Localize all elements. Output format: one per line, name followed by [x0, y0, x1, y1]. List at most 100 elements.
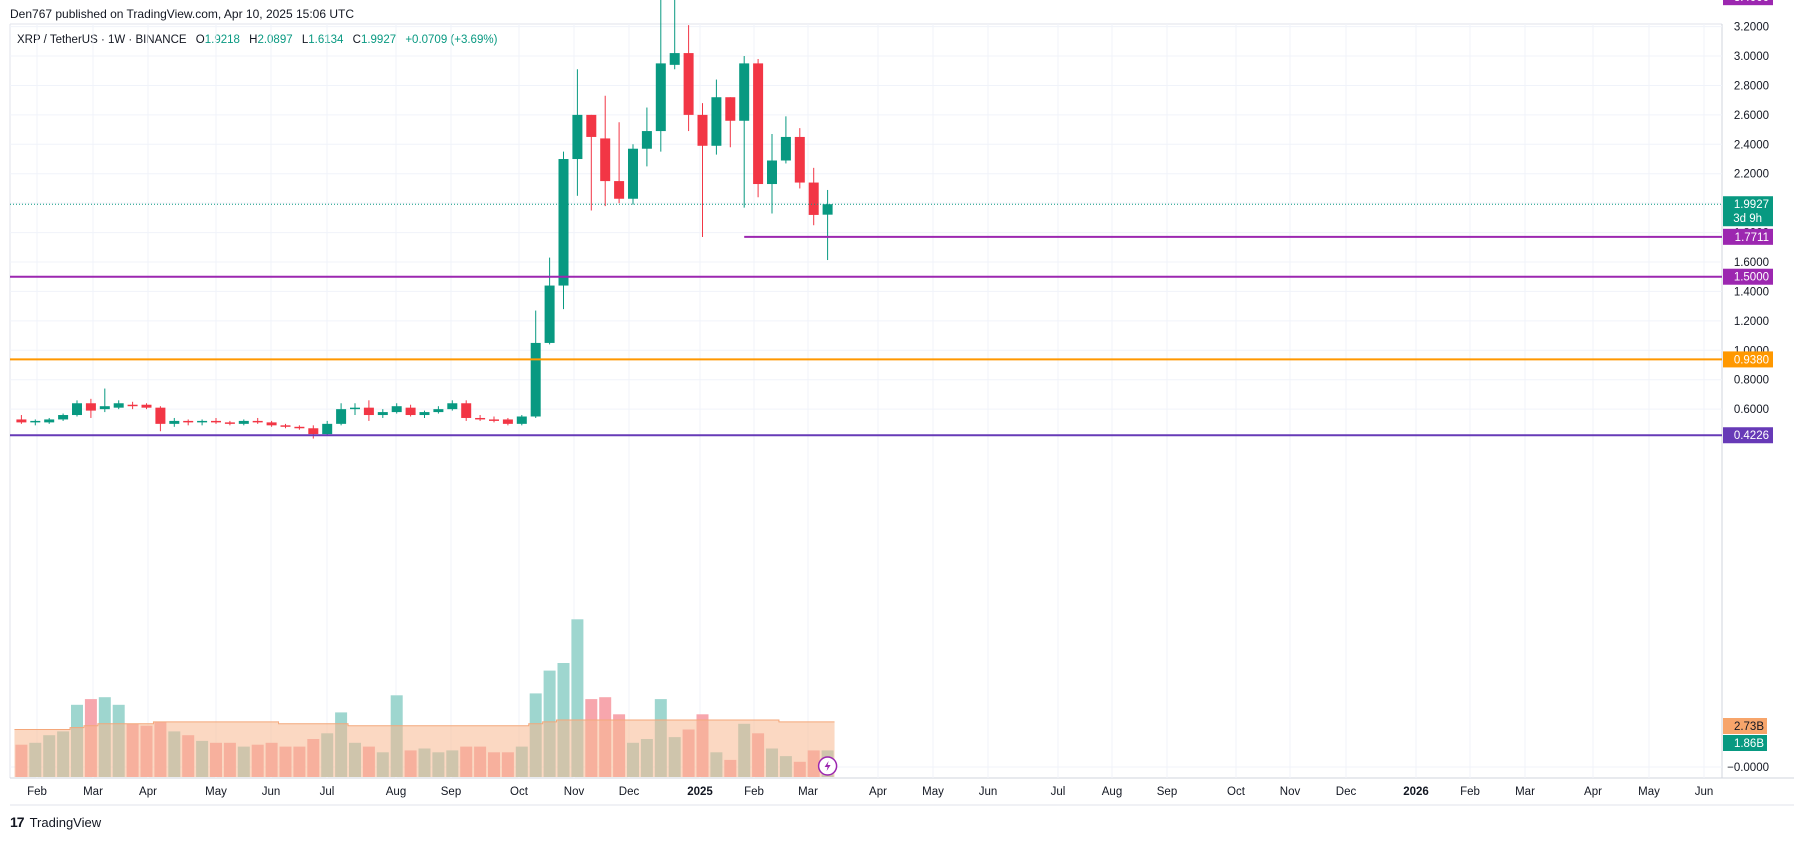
- time-tick-label: Aug: [1102, 786, 1122, 798]
- candle-body: [280, 425, 291, 427]
- candle-body: [44, 419, 55, 423]
- time-tick-label: Sep: [441, 786, 461, 798]
- candle-body: [516, 416, 527, 424]
- candle-body: [711, 97, 722, 146]
- candle-body: [655, 63, 666, 132]
- candle-body: [433, 409, 444, 413]
- price-tick-label: 1.6000: [1734, 257, 1769, 269]
- candle-body: [183, 420, 194, 423]
- candle-body: [72, 403, 82, 416]
- last-price-tag: [1723, 196, 1773, 227]
- candle-body: [30, 420, 41, 423]
- candle-body: [127, 404, 138, 407]
- candle-body: [530, 342, 541, 417]
- close-value: 1.9927: [360, 34, 397, 46]
- price-axis: 4.40004.20004.00003.80003.60003.40003.20…: [1727, 0, 1769, 774]
- price-tick-label: 3.2000: [1734, 22, 1769, 34]
- time-tick-label: Aug: [386, 786, 406, 798]
- time-tick-label: Apr: [139, 786, 157, 798]
- price-tick-label: 3.0000: [1734, 51, 1769, 63]
- published-header: Den767 published on TradingView.com, Apr…: [10, 7, 355, 21]
- time-tick-label: Jun: [262, 786, 281, 798]
- candle-body: [336, 409, 347, 424]
- time-axis: Feb Mar Apr May Jun Jul Aug Sep Oct Nov Dec 2025 Feb…: [27, 786, 1713, 798]
- price-tick-label: 0.6000: [1734, 404, 1769, 416]
- time-tick-label: Apr: [869, 786, 887, 798]
- time-tick-label: Jul: [320, 786, 335, 798]
- high-value: 2.0897: [257, 34, 293, 46]
- tradingview-brand: TradingView: [29, 814, 102, 830]
- time-tick-label: Jul: [1051, 786, 1066, 798]
- level-tag-label: 0.9380: [1734, 354, 1769, 366]
- candle-body: [544, 285, 555, 343]
- time-tick-label: Oct: [1227, 786, 1246, 798]
- candle-body: [363, 407, 374, 416]
- candle-body: [641, 131, 652, 149]
- time-tick-label: Apr: [1584, 786, 1602, 798]
- level-tag-label: 1.7711: [1735, 232, 1769, 244]
- candle-body: [141, 404, 152, 408]
- candle-body: [419, 412, 430, 416]
- candle-body: [628, 148, 638, 199]
- candle-body: [614, 181, 625, 199]
- candle-body: [669, 53, 680, 65]
- candle-body: [780, 136, 791, 161]
- candle-body: [683, 53, 694, 115]
- candle-body: [16, 419, 27, 423]
- candle-body: [113, 403, 124, 408]
- time-tick-label: Dec: [1336, 786, 1357, 798]
- time-tick-label: Mar: [1515, 786, 1535, 798]
- candle-body: [461, 403, 472, 418]
- time-tick-label: May: [1638, 786, 1660, 798]
- candle-body: [808, 182, 819, 215]
- volume-tag-label: 2.73B: [1734, 721, 1764, 733]
- candle-body: [266, 422, 277, 426]
- tradingview-footer[interactable]: 17 TradingView: [10, 814, 101, 830]
- time-tick-label: 2026: [1403, 786, 1429, 798]
- candle-body: [489, 419, 499, 421]
- candle-body: [822, 204, 833, 215]
- candle-body: [767, 160, 777, 185]
- time-tick-label: Feb: [1460, 786, 1480, 798]
- candle-body: [58, 415, 69, 420]
- countdown-label: 3d 9h: [1733, 213, 1762, 225]
- price-tick-label: 1.2000: [1734, 316, 1769, 328]
- volume-ma-area: [14, 720, 835, 777]
- high-label: H: [249, 34, 258, 46]
- candle-body: [475, 417, 486, 420]
- candle-body: [739, 63, 750, 121]
- level-tag: [1723, 427, 1773, 444]
- volume-layer: [14, 619, 835, 777]
- lightning-glyph: [824, 761, 831, 771]
- time-tick-label: Nov: [1280, 786, 1301, 798]
- symbol-legend: XRP / TetherUS · 1W · BINANCE O1.9218 H2…: [17, 34, 497, 46]
- time-tick-label: Oct: [510, 786, 529, 798]
- candle-body: [294, 426, 305, 429]
- time-tick-label: Feb: [27, 786, 47, 798]
- price-tick-label: 2.4000: [1734, 139, 1769, 151]
- chart-grid: [9, 23, 1794, 806]
- time-tick-label: Jun: [1695, 786, 1714, 798]
- low-value: 1.6134: [308, 34, 344, 46]
- time-tick-label: Sep: [1157, 786, 1177, 798]
- candle-body: [308, 428, 319, 435]
- time-tick-label: Feb: [744, 786, 764, 798]
- candle-body: [753, 63, 764, 185]
- time-tick-label: May: [922, 786, 944, 798]
- candle-body: [322, 423, 333, 435]
- time-tick-label: 2025: [687, 786, 713, 798]
- candle-body: [572, 114, 583, 160]
- level-tag-label: 1.5000: [1734, 272, 1769, 284]
- time-tick-label: Mar: [798, 786, 818, 798]
- price-tick-label: 1.4000: [1734, 286, 1769, 298]
- candles-layer: [16, 0, 833, 439]
- candle-body: [558, 159, 569, 286]
- candle-body: [99, 406, 110, 410]
- time-tick-label: Nov: [564, 786, 585, 798]
- levels-layer: [10, 203, 1722, 437]
- symbol-title[interactable]: XRP / TetherUS · 1W · BINANCE: [17, 34, 187, 46]
- open-value: 1.9218: [204, 34, 240, 46]
- low-label: L: [301, 34, 309, 46]
- level-tag-label: 3.4000: [1734, 0, 1769, 4]
